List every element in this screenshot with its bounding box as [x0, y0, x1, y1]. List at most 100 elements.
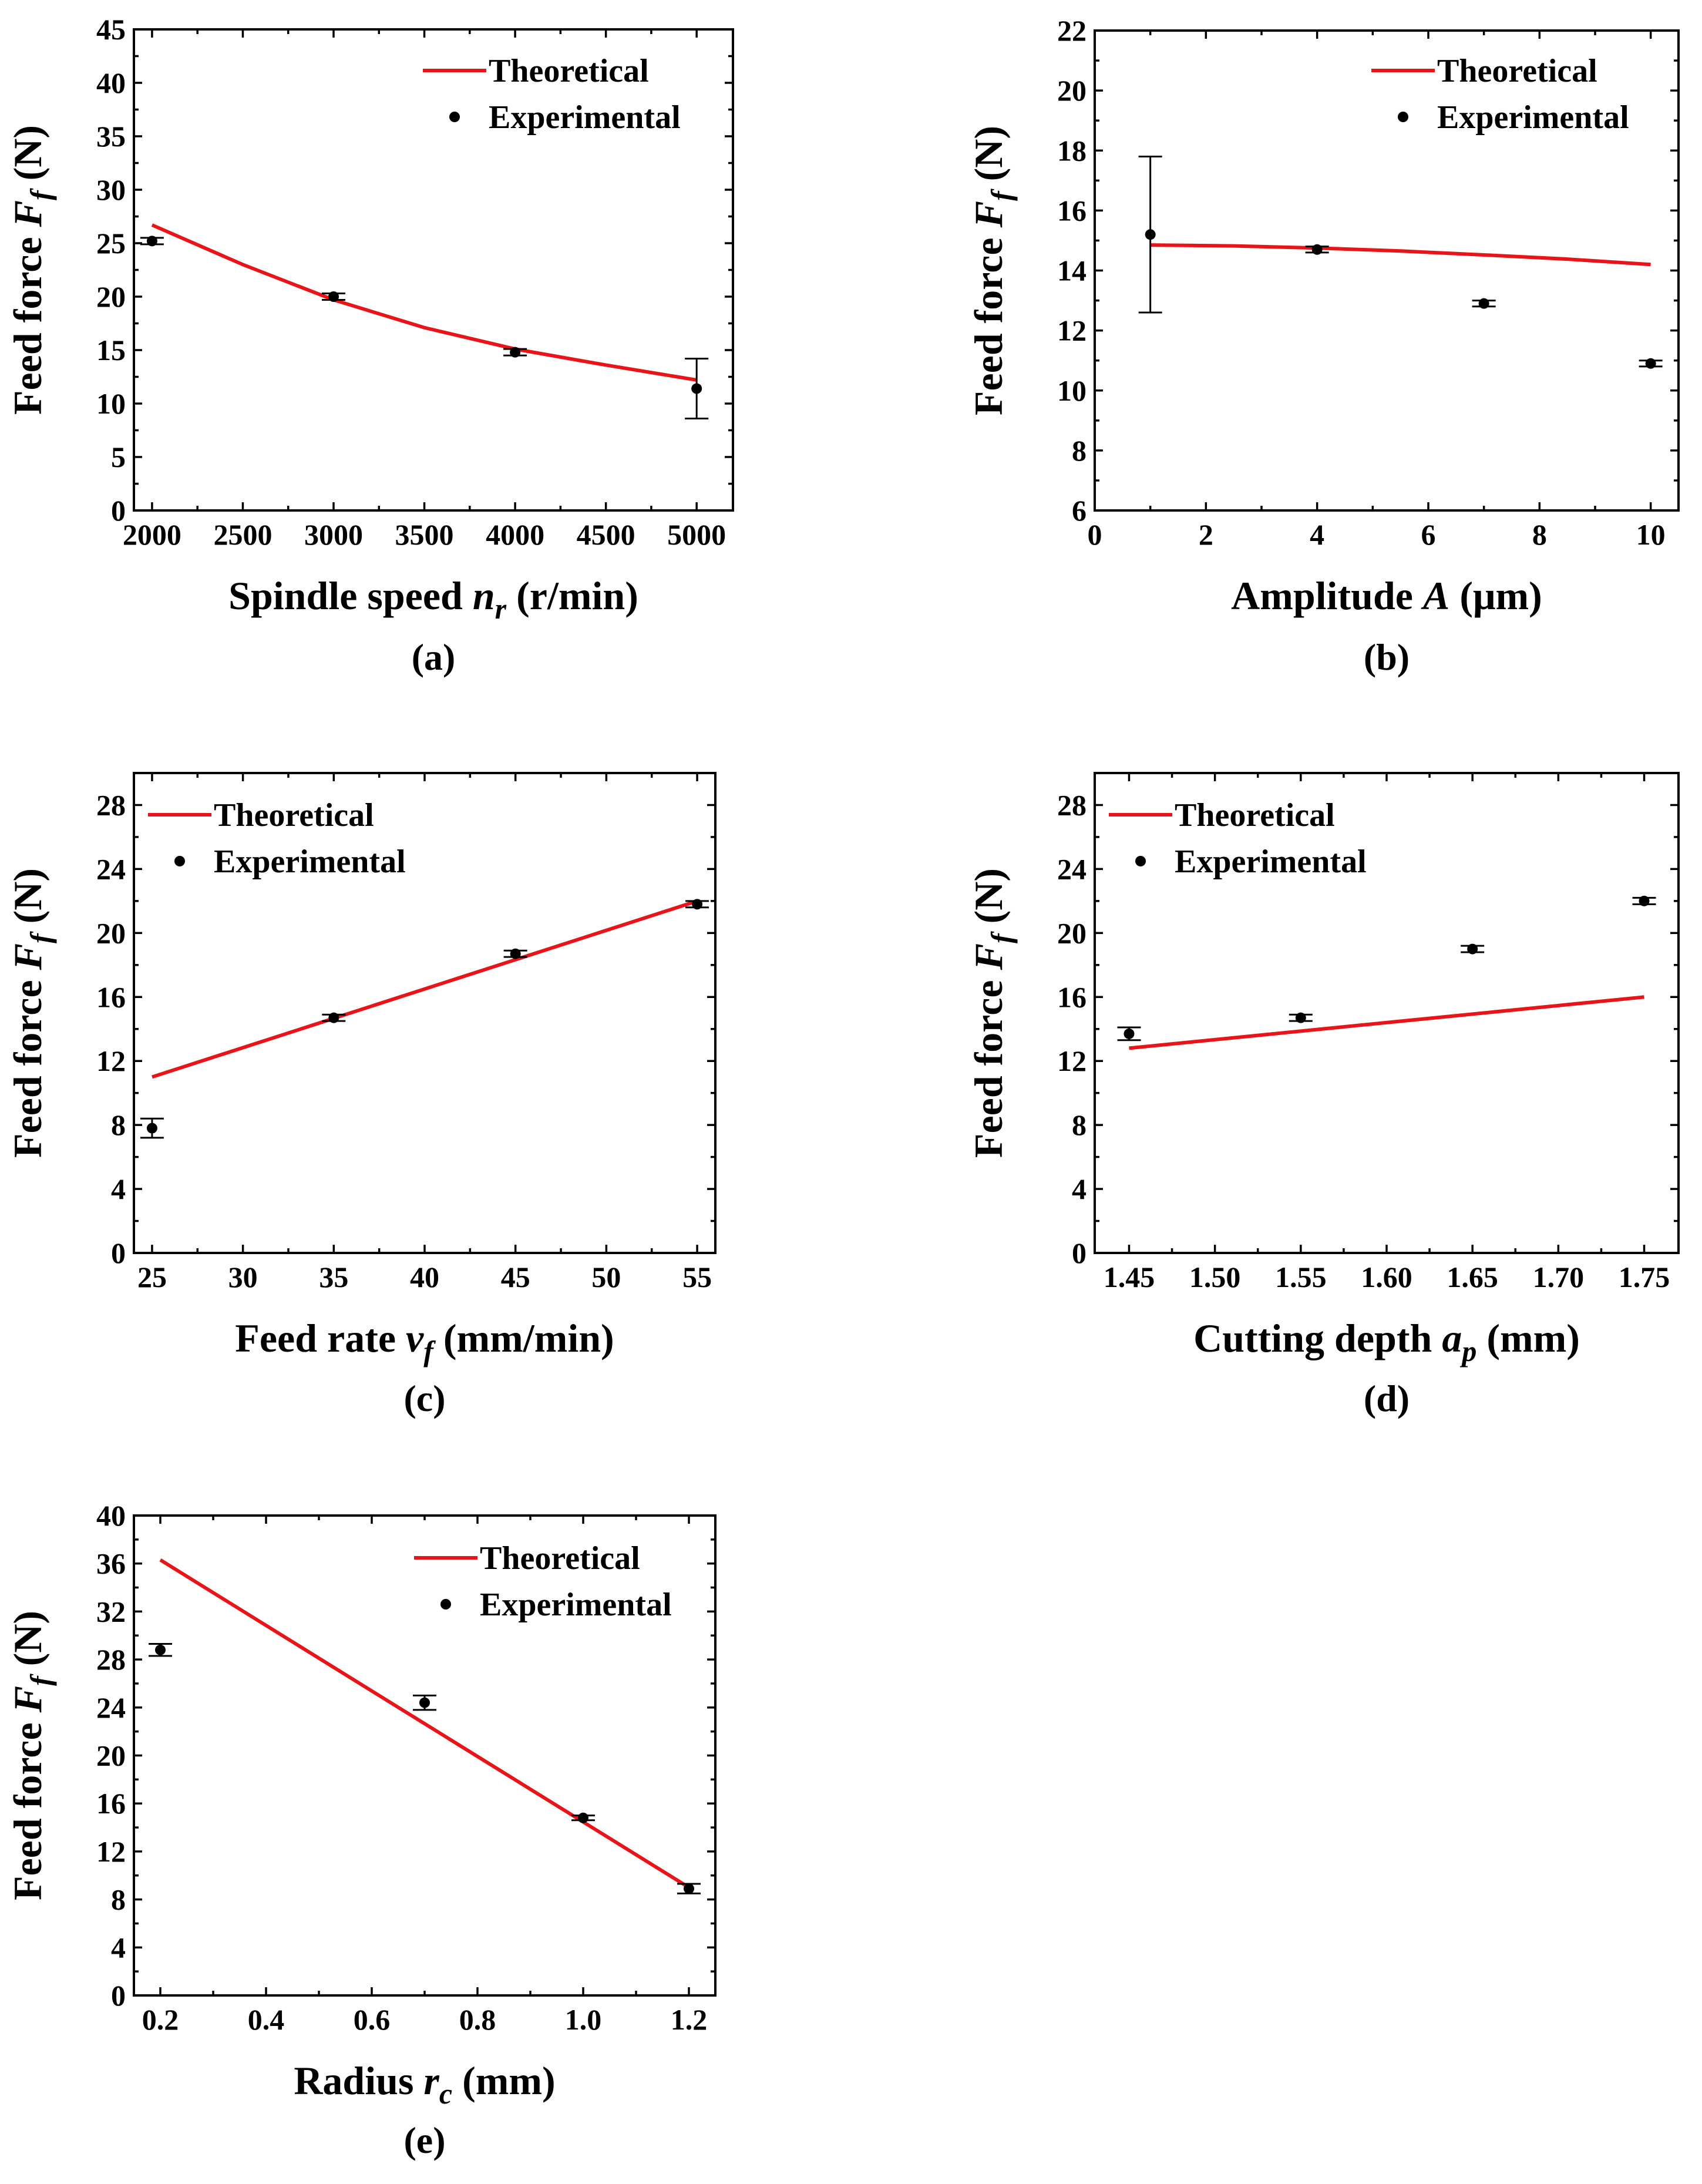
- x-tick-label: 10: [1636, 518, 1666, 551]
- experimental-point: [691, 383, 702, 394]
- y-axis-title: Feed force Ff (N): [5, 125, 57, 415]
- legend-theoretical-label: Theoretical: [489, 53, 649, 89]
- x-axis-title: Cutting depth ap (mm): [1193, 1316, 1580, 1367]
- x-tick-label: 2500: [213, 518, 272, 551]
- theoretical-line: [1129, 995, 1644, 1050]
- y-axis-title-symbol: F: [5, 1686, 50, 1713]
- x-tick-label: 45: [501, 1261, 530, 1293]
- x-axis-title: Spindle speed nr (r/min): [228, 573, 638, 625]
- legend-experimental-swatch: [440, 1599, 451, 1610]
- panel-label: (d): [1364, 1377, 1410, 1419]
- experimental-point: [1311, 244, 1323, 255]
- legend-experimental-label: Experimental: [489, 99, 681, 136]
- x-tick-label: 0.2: [142, 2003, 179, 2036]
- x-tick-label: 1.45: [1104, 1261, 1155, 1293]
- experimental-point: [419, 1697, 430, 1708]
- x-tick-label: 55: [682, 1261, 712, 1293]
- y-tick-label: 8: [111, 1108, 126, 1141]
- y-tick-label: 32: [96, 1595, 126, 1628]
- y-tick-label: 20: [1057, 74, 1087, 107]
- chart-panel-e: 0.2 0.4 0.6 0.8 1.0 1.2 0 4 8 12 16 20 24 28 32 36 40 Rad…: [5, 1499, 717, 2161]
- x-tick-label: 3000: [304, 518, 363, 551]
- y-tick-label: 6: [1072, 494, 1087, 527]
- theoretical-line: [159, 1558, 690, 1889]
- experimental-point: [1145, 229, 1156, 240]
- legend-theoretical-label: Theoretical: [214, 797, 374, 834]
- x-axis-title: Radius rc (mm): [294, 2058, 555, 2110]
- y-axis-title-subscript: f: [24, 931, 57, 943]
- x-tick-label: 1.2: [671, 2003, 708, 2036]
- experimental-point: [1639, 895, 1650, 906]
- y-tick-label: 5: [111, 441, 126, 473]
- y-axis-title-main: Feed force: [5, 227, 50, 415]
- theoretical-line: [1150, 243, 1651, 267]
- y-axis-title: Feed force Ff (N): [966, 868, 1018, 1158]
- y-tick-label: 14: [1057, 254, 1087, 287]
- x-tick-label: 40: [410, 1261, 439, 1293]
- legend-experimental-label: Experimental: [214, 844, 406, 880]
- y-axis-title-subscript: f: [24, 1674, 57, 1686]
- y-tick-label: 12: [96, 1835, 126, 1868]
- y-tick-label: 36: [96, 1547, 126, 1580]
- x-axis-title-unit: (r/min): [506, 573, 638, 618]
- experimental-point: [510, 347, 521, 358]
- panel-label: (b): [1364, 636, 1410, 678]
- y-axis-title-subscript: f: [24, 188, 57, 200]
- x-tick-label: 6: [1421, 518, 1436, 551]
- legend-theoretical-label: Theoretical: [1437, 53, 1597, 89]
- experimental-point: [146, 236, 157, 247]
- x-axis-title-unit: (mm): [1476, 1316, 1580, 1360]
- x-axis-title-subscript: r: [495, 592, 507, 625]
- y-tick-label: 20: [96, 280, 126, 313]
- legend-theoretical-label: Theoretical: [1175, 797, 1335, 834]
- legend-experimental-label: Experimental: [1175, 844, 1367, 880]
- experimental-point: [1295, 1012, 1306, 1023]
- y-tick-label: 12: [1057, 1044, 1087, 1077]
- y-tick-label: 40: [96, 66, 126, 99]
- x-tick-label: 1.55: [1275, 1261, 1327, 1293]
- y-tick-label: 16: [1057, 980, 1087, 1013]
- chart-panels: 2000 2500 3000 3500 4000 4500 5000051015202530…: [5, 13, 1680, 2161]
- x-axis-title: Amplitude A (μm): [1231, 573, 1542, 618]
- x-tick-label: 0.6: [354, 2003, 391, 2036]
- y-tick-label: 25: [96, 227, 126, 260]
- x-tick-label: 35: [319, 1261, 348, 1293]
- x-axis-title-subscript: c: [439, 2077, 452, 2110]
- y-tick-label: 35: [96, 120, 126, 153]
- y-tick-label: 24: [1057, 852, 1087, 885]
- panel-label: (e): [403, 2119, 445, 2161]
- y-tick-label: 28: [1057, 788, 1087, 821]
- x-tick-label: 50: [591, 1261, 621, 1293]
- y-tick-label: 0: [1072, 1237, 1087, 1269]
- x-axis-title-main: Radius: [294, 2058, 423, 2103]
- experimental-point: [155, 1644, 166, 1655]
- x-tick-label: 30: [228, 1261, 258, 1293]
- experimental-point: [328, 1012, 339, 1023]
- legend-experimental-swatch: [449, 112, 460, 122]
- x-tick-label: 1.65: [1447, 1261, 1498, 1293]
- y-axis-title-unit: (N): [5, 125, 50, 190]
- x-axis-title-main: Spindle speed: [228, 573, 473, 618]
- y-axis-title-unit: (N): [966, 868, 1011, 933]
- y-axis-title: Feed force Ff (N): [5, 868, 57, 1158]
- x-axis-title-subscript: p: [1459, 1335, 1476, 1367]
- y-tick-label: 45: [96, 13, 126, 46]
- y-tick-label: 16: [1057, 194, 1087, 227]
- y-axis-title-symbol: F: [966, 943, 1011, 970]
- chart-panel-d: 1.45 1.50 1.55 1.60 1.65 1.70 1.75 0 4 8 12 16 20 24 2…: [966, 772, 1680, 1419]
- experimental-point: [578, 1812, 588, 1823]
- x-axis-title-symbol: a: [1442, 1316, 1462, 1360]
- y-tick-label: 24: [96, 852, 126, 885]
- experimental-point: [510, 948, 521, 959]
- y-tick-label: 4: [111, 1931, 126, 1964]
- experimental-point: [684, 1883, 694, 1894]
- y-tick-label: 18: [1057, 134, 1087, 167]
- legend: Theoretical Experimental: [1109, 797, 1367, 880]
- y-tick-label: 30: [96, 173, 126, 206]
- y-axis-title-symbol: F: [5, 200, 50, 227]
- x-axis-title-symbol: r: [423, 2058, 439, 2103]
- y-axis-title: Feed force Ff (N): [966, 126, 1018, 415]
- chart-panel-a: 2000 2500 3000 3500 4000 4500 5000 0 5 10 15 20 25 30…: [5, 13, 734, 678]
- theoretical-line: [152, 899, 698, 1079]
